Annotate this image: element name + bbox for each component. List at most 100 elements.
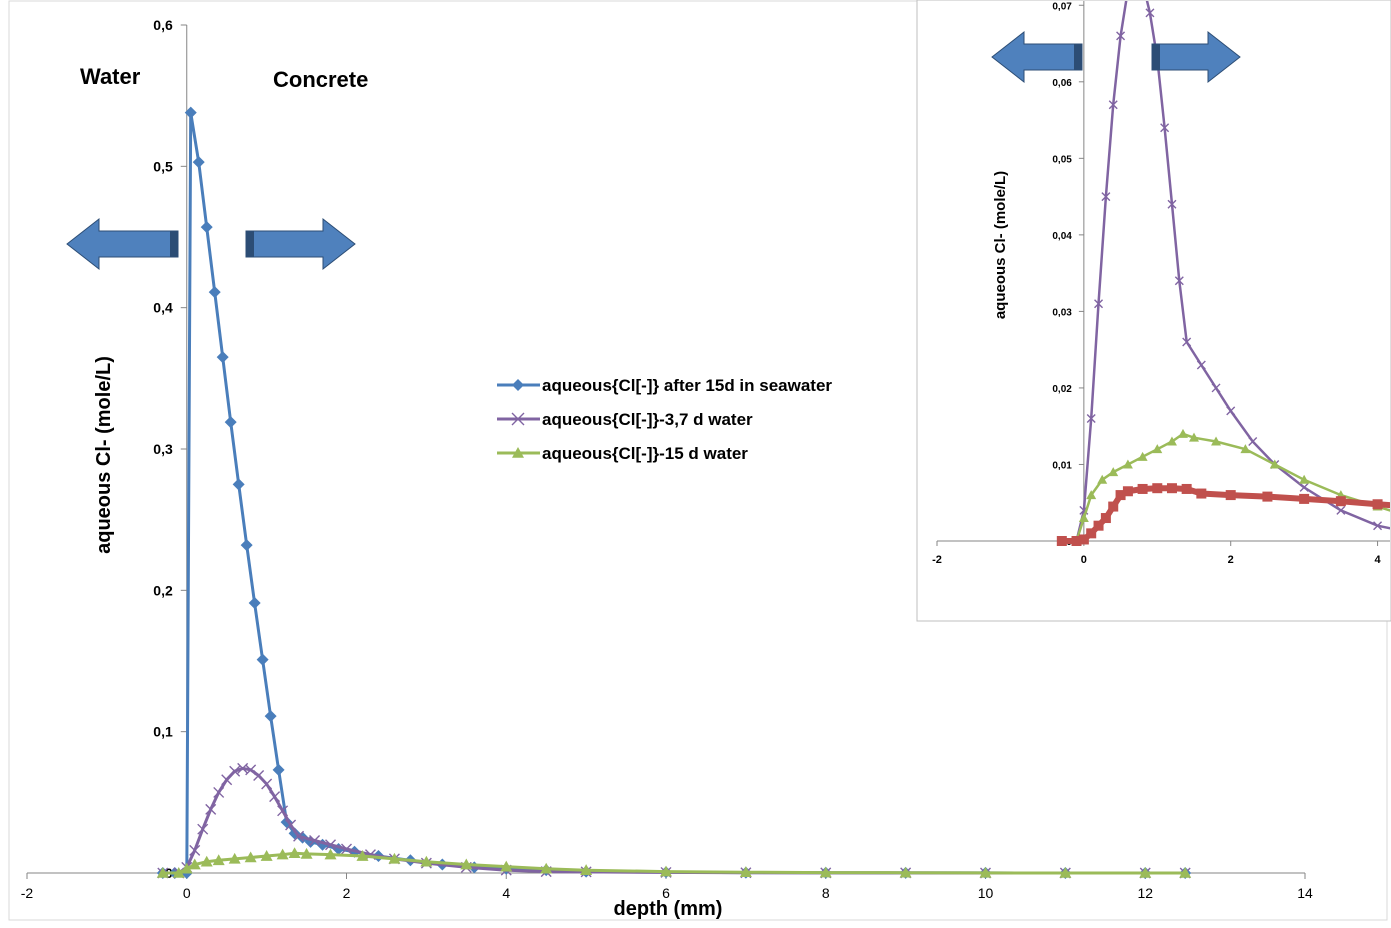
inset-data-point bbox=[1181, 483, 1192, 494]
annotation-water: Water bbox=[80, 64, 141, 89]
legend-swatch-marker bbox=[512, 379, 524, 391]
data-point bbox=[205, 803, 217, 815]
inset-y-tick-label: 0,02 bbox=[1052, 384, 1072, 395]
x-tick-label: 8 bbox=[822, 885, 830, 901]
data-point bbox=[277, 805, 289, 817]
inset-y-tick-label: 0,04 bbox=[1052, 231, 1072, 242]
data-point bbox=[264, 710, 277, 723]
inset-frame bbox=[916, 0, 1391, 622]
inset-data-point bbox=[1116, 31, 1126, 41]
series-line bbox=[162, 851, 1186, 875]
legend-item: aqueous{Cl[-]}-3,7 d water bbox=[497, 410, 753, 429]
inset-data-point bbox=[1108, 100, 1118, 110]
data-point bbox=[212, 854, 225, 866]
arrow-body bbox=[991, 30, 1083, 84]
x-tick-label: 6 bbox=[662, 885, 670, 901]
data-point bbox=[341, 843, 352, 855]
arrow-body bbox=[245, 217, 356, 271]
inset-series-1 bbox=[1057, 1, 1390, 546]
data-point bbox=[184, 106, 197, 119]
data-point bbox=[300, 847, 313, 859]
inset-data-point bbox=[1056, 536, 1067, 546]
y-tick-label: 0,5 bbox=[153, 158, 173, 174]
inset-data-point bbox=[1071, 536, 1082, 546]
data-point bbox=[245, 764, 257, 776]
inset-data-point bbox=[1372, 499, 1383, 510]
series-3 bbox=[156, 847, 1192, 878]
series-line bbox=[162, 766, 1186, 875]
inset-data-point bbox=[1101, 192, 1111, 202]
inset-data-point bbox=[1240, 444, 1251, 454]
data-point bbox=[224, 416, 237, 429]
data-point bbox=[192, 156, 205, 169]
data-point bbox=[272, 763, 285, 776]
data-point bbox=[500, 860, 513, 872]
data-point bbox=[325, 839, 337, 851]
right-arrow-icon bbox=[245, 217, 356, 271]
inset-x-tick-label: 4 bbox=[1375, 554, 1382, 566]
inset-y-tick-label: 0,05 bbox=[1052, 154, 1072, 165]
y-tick-label: 0,4 bbox=[153, 300, 173, 316]
y-tick-label: 0,2 bbox=[153, 582, 173, 598]
data-point bbox=[180, 862, 193, 874]
data-point bbox=[172, 867, 185, 878]
data-point bbox=[324, 848, 337, 860]
data-point bbox=[156, 867, 169, 878]
inset-data-point bbox=[1160, 123, 1170, 133]
inset-data-point bbox=[1115, 490, 1126, 501]
data-point bbox=[189, 844, 201, 856]
inset-data-point bbox=[1122, 459, 1133, 469]
inset-data-point bbox=[1078, 534, 1089, 545]
inset-y-axis-title: aqueous Cl- (mole/L) bbox=[992, 171, 1009, 319]
data-point bbox=[213, 786, 225, 798]
inset-data-point bbox=[1336, 505, 1346, 515]
data-point bbox=[256, 653, 269, 666]
inset-data-point bbox=[1094, 299, 1104, 309]
inset-data-point bbox=[1262, 491, 1273, 502]
inset-data-point bbox=[1211, 383, 1221, 393]
inset-data-point bbox=[1145, 8, 1155, 18]
inset-data-point bbox=[1086, 528, 1097, 539]
legend-item: aqueous{Cl[-]} after 15d in seawater bbox=[497, 376, 832, 395]
arrow-cap bbox=[1074, 44, 1082, 70]
legend-label: aqueous{Cl[-]}-3,7 d water bbox=[542, 410, 753, 429]
annotation-concrete: Concrete bbox=[273, 67, 368, 92]
data-point bbox=[208, 286, 221, 299]
inset-data-point bbox=[1196, 488, 1207, 499]
inset-data-point bbox=[1177, 428, 1188, 438]
inset-data-point bbox=[1299, 482, 1309, 492]
inset-data-point bbox=[1093, 520, 1104, 531]
data-point bbox=[276, 848, 289, 860]
legend-label: aqueous{Cl[-]} after 15d in seawater bbox=[542, 376, 832, 395]
inset-data-point bbox=[1122, 486, 1133, 497]
data-point bbox=[240, 539, 253, 552]
inset-x-tick-label: -2 bbox=[932, 554, 942, 566]
data-point bbox=[309, 834, 321, 846]
data-point bbox=[739, 866, 752, 877]
data-point bbox=[356, 850, 369, 861]
data-point bbox=[420, 855, 433, 867]
inset-y-tick-label: 0,06 bbox=[1052, 78, 1072, 89]
legend-swatch-marker bbox=[512, 447, 524, 458]
data-point bbox=[819, 866, 832, 878]
data-point bbox=[660, 865, 672, 877]
inset-data-point bbox=[1137, 483, 1148, 494]
data-point bbox=[1059, 867, 1072, 878]
data-point bbox=[285, 819, 297, 831]
inset-data-point bbox=[1166, 483, 1177, 494]
inset-data-point bbox=[1166, 436, 1177, 446]
inset-data-point bbox=[1097, 474, 1108, 484]
inset-chart: -2 0 2 400,010,020,030,040,050,060,07aqueou… bbox=[916, 0, 1391, 622]
arrow-cap bbox=[1152, 44, 1160, 70]
data-point bbox=[580, 864, 593, 875]
inset-data-point bbox=[1226, 406, 1236, 416]
inset-x-tick-label: 0 bbox=[1081, 554, 1087, 566]
legend-label: aqueous{Cl[-]}-15 d water bbox=[542, 444, 748, 463]
inset-series-3 bbox=[1056, 483, 1390, 546]
inset-data-point bbox=[1269, 459, 1280, 469]
inset-data-point bbox=[1335, 496, 1346, 507]
inset-data-point bbox=[1299, 493, 1310, 504]
inset-data-point bbox=[1174, 276, 1184, 286]
data-point bbox=[228, 852, 241, 864]
